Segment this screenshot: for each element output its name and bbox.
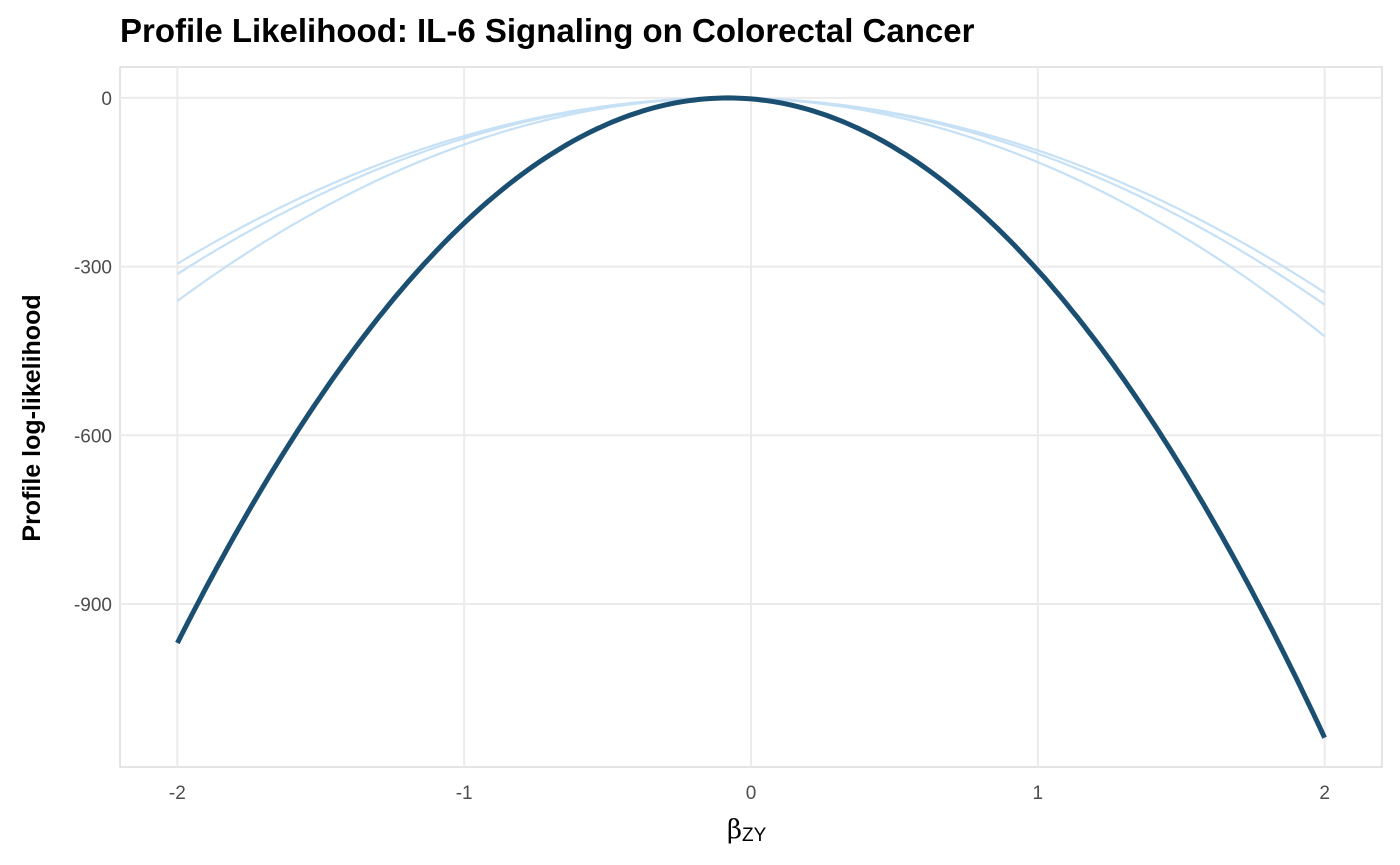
- y-tick-label: 0: [101, 89, 112, 110]
- x-tick-label: 0: [746, 783, 757, 804]
- y-axis-label: Profile log-likelihood: [18, 294, 46, 541]
- series-line-main: [175, 95, 1327, 739]
- x-tick-label: 2: [1319, 783, 1330, 804]
- series-lines: [175, 95, 1327, 739]
- y-axis-ticks: 0 -300 -600 -900: [74, 89, 112, 616]
- x-axis-label-subscript: ZY: [742, 825, 767, 846]
- x-tick-label: -2: [169, 783, 186, 804]
- x-axis-label: β: [727, 815, 742, 845]
- x-tick-label: 1: [1033, 783, 1044, 804]
- chart-title: Profile Likelihood: IL-6 Signaling on Co…: [120, 12, 975, 49]
- y-tick-label: -600: [74, 426, 112, 447]
- y-tick-label: -300: [74, 258, 112, 279]
- x-tick-label: -1: [456, 783, 473, 804]
- x-axis-ticks: -2 -1 0 1 2: [169, 783, 1330, 804]
- y-tick-label: -900: [74, 595, 112, 616]
